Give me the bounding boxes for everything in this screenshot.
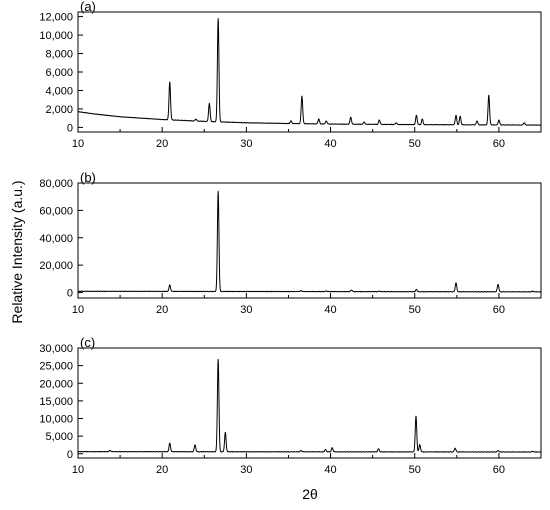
y-tick-label: 25,000 [39, 361, 73, 373]
y-tick-label: 10,000 [39, 30, 73, 42]
x-tick-label: 50 [409, 304, 421, 316]
y-tick-label: 80,000 [39, 178, 73, 190]
x-tick-label: 20 [156, 138, 168, 150]
xrd-trace [77, 18, 542, 126]
chart-panels: 10 20 30 40 50 6002,0004,0006,0008,00010,0001… [39, 0, 542, 476]
plot-frame [77, 11, 542, 133]
y-tick-label: 15,000 [39, 396, 73, 408]
y-tick-label: 8,000 [45, 49, 73, 61]
x-tick-label: 20 [156, 304, 168, 316]
y-tick-label: 0 [67, 288, 73, 300]
x-axis-title: 2θ [302, 486, 318, 502]
x-tick-label: 60 [493, 304, 505, 316]
y-tick-label: 6,000 [45, 67, 73, 79]
x-tick-label: 60 [493, 138, 505, 150]
plot-frame [77, 347, 542, 459]
panel-b: 10 20 30 40 50 60 0 20,000 40,000 60,000 80,000 (b) [39, 170, 542, 316]
x-tick-label: 40 [324, 464, 336, 476]
x-tick-label: 30 [240, 464, 252, 476]
panel-label: (c) [80, 335, 95, 350]
x-tick-label: 30 [240, 304, 252, 316]
y-tick-label: 20,000 [39, 260, 73, 272]
x-tick-label: 10 [72, 304, 84, 316]
x-tick-label: 10 [72, 138, 84, 150]
y-tick-label: 20,000 [39, 378, 73, 390]
y-tick-label: 30,000 [39, 343, 73, 355]
x-tick-label: 50 [409, 138, 421, 150]
y-tick-label: 0 [67, 122, 73, 134]
x-tick-label: 40 [324, 138, 336, 150]
x-tick-label: 30 [240, 138, 252, 150]
y-tick-label: 40,000 [39, 233, 73, 245]
panel-label: (b) [80, 170, 96, 185]
x-tick-label: 60 [493, 464, 505, 476]
x-tick-label: 40 [324, 304, 336, 316]
y-tick-label: 2,000 [45, 104, 73, 116]
y-tick-label: 12,000 [39, 12, 73, 24]
y-tick-label: 0 [67, 449, 73, 461]
xrd-trace [77, 358, 542, 453]
y-tick-label: 10,000 [39, 414, 73, 426]
xrd-trace [77, 190, 542, 293]
y-tick-label: 4,000 [45, 85, 73, 97]
x-tick-label: 50 [409, 464, 421, 476]
panel-a: 10 20 30 40 50 60 0 2,000 4,000 6,000 8,000 10,000 1… [39, 0, 542, 150]
y-axis-title: Relative Intensity (a.u.) [9, 180, 25, 323]
plot-frame [77, 182, 542, 299]
y-tick-label: 5,000 [45, 431, 73, 443]
y-tick-label: 60,000 [39, 205, 73, 217]
x-tick-label: 20 [156, 464, 168, 476]
x-tick-label: 10 [72, 464, 84, 476]
panel-c: 10 20 30 40 50 60 0 5,000 10,000 15,000 20,000 25,0… [39, 335, 542, 476]
panel-label: (a) [80, 0, 96, 14]
